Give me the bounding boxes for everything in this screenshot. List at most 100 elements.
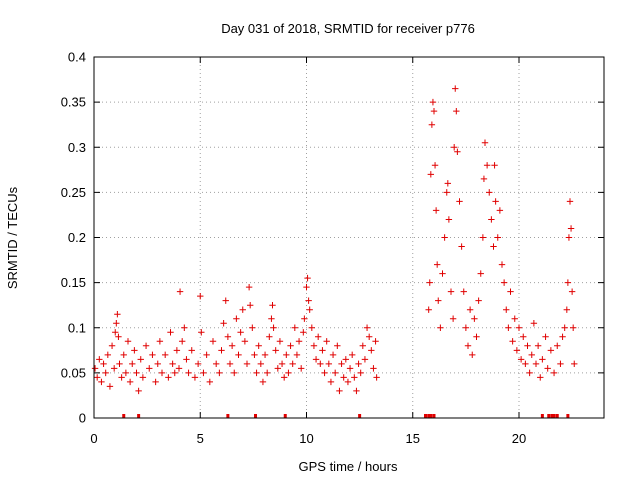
data-point bbox=[327, 378, 335, 386]
lock-marker bbox=[424, 414, 427, 418]
data-point bbox=[149, 351, 156, 359]
data-point bbox=[435, 297, 442, 304]
lock-marker bbox=[552, 414, 556, 418]
lock-marker bbox=[226, 414, 230, 418]
chart-title: Day 031 of 2018, SRMTID for receiver p77… bbox=[221, 21, 475, 36]
data-point bbox=[120, 351, 127, 359]
data-point bbox=[429, 98, 437, 106]
data-point bbox=[490, 243, 497, 250]
data-point bbox=[113, 320, 120, 327]
data-point bbox=[317, 360, 324, 368]
data-point bbox=[116, 360, 123, 368]
data-point bbox=[550, 369, 558, 377]
data-point bbox=[194, 360, 202, 368]
data-point bbox=[226, 360, 234, 368]
lock-marker bbox=[540, 414, 544, 418]
data-point bbox=[334, 342, 341, 349]
lock-marker bbox=[283, 414, 287, 418]
data-point bbox=[237, 329, 244, 336]
data-point bbox=[509, 338, 516, 345]
data-point bbox=[110, 365, 118, 372]
x-tick-label: 15 bbox=[406, 431, 420, 446]
data-point bbox=[212, 360, 220, 368]
data-point bbox=[534, 342, 542, 349]
data-point bbox=[329, 351, 337, 359]
data-point bbox=[228, 342, 236, 349]
data-point bbox=[430, 107, 438, 115]
data-point bbox=[203, 351, 210, 359]
lock-marker bbox=[427, 414, 431, 418]
data-point bbox=[563, 306, 571, 313]
data-point bbox=[444, 180, 452, 187]
data-point bbox=[547, 347, 555, 354]
data-point bbox=[449, 315, 457, 322]
data-point bbox=[505, 324, 512, 331]
y-tick-label: 0.05 bbox=[61, 365, 86, 380]
data-point bbox=[475, 297, 482, 304]
data-point bbox=[355, 360, 362, 368]
data-point bbox=[185, 369, 192, 377]
data-point bbox=[122, 369, 130, 377]
data-point bbox=[433, 261, 441, 268]
data-point bbox=[139, 374, 147, 381]
data-point bbox=[437, 324, 444, 331]
data-point bbox=[473, 333, 480, 340]
lock-marker bbox=[429, 414, 433, 418]
data-point bbox=[494, 234, 501, 241]
data-point bbox=[154, 360, 161, 368]
data-point bbox=[450, 144, 458, 151]
data-point bbox=[537, 374, 544, 381]
data-point bbox=[526, 369, 533, 377]
data-point bbox=[270, 324, 277, 331]
data-point bbox=[361, 356, 369, 363]
data-point bbox=[135, 387, 142, 395]
data-point bbox=[466, 306, 474, 313]
data-point bbox=[253, 369, 260, 377]
data-point bbox=[96, 356, 103, 363]
data-point bbox=[456, 198, 463, 205]
data-point bbox=[152, 378, 159, 386]
data-points bbox=[91, 85, 578, 395]
data-point bbox=[306, 306, 313, 313]
data-point bbox=[108, 342, 116, 349]
data-point bbox=[308, 324, 316, 331]
data-point bbox=[198, 329, 205, 336]
data-point bbox=[269, 301, 276, 309]
data-point bbox=[542, 333, 549, 340]
data-point bbox=[425, 306, 432, 313]
data-point bbox=[91, 365, 99, 372]
data-point bbox=[312, 356, 320, 363]
data-point bbox=[175, 365, 183, 372]
data-point bbox=[486, 189, 493, 196]
data-point bbox=[129, 360, 136, 368]
lock-marker bbox=[550, 414, 554, 418]
data-point bbox=[181, 324, 188, 331]
lock-marker bbox=[555, 414, 559, 418]
data-point bbox=[569, 324, 577, 331]
data-point bbox=[158, 369, 166, 377]
x-axis-label: GPS time / hours bbox=[299, 459, 398, 474]
data-point bbox=[319, 347, 326, 354]
lock-marker bbox=[432, 414, 436, 418]
data-point bbox=[115, 333, 122, 340]
data-point bbox=[257, 360, 265, 368]
data-point bbox=[293, 351, 301, 359]
y-axis-label: SRMTID / TECUs bbox=[5, 186, 20, 289]
data-point bbox=[353, 387, 360, 395]
data-point bbox=[287, 342, 294, 349]
data-point bbox=[301, 315, 308, 322]
data-point bbox=[515, 324, 523, 331]
data-point bbox=[303, 283, 310, 291]
data-point bbox=[528, 351, 535, 359]
data-point bbox=[372, 338, 379, 345]
data-point bbox=[454, 148, 461, 155]
data-point bbox=[239, 306, 246, 313]
lock-marker bbox=[358, 414, 362, 418]
data-point bbox=[183, 356, 190, 363]
data-point bbox=[197, 292, 204, 300]
data-point bbox=[566, 198, 574, 205]
data-point bbox=[365, 333, 373, 340]
data-point bbox=[278, 360, 286, 368]
data-point bbox=[565, 234, 573, 241]
data-point bbox=[496, 207, 504, 214]
